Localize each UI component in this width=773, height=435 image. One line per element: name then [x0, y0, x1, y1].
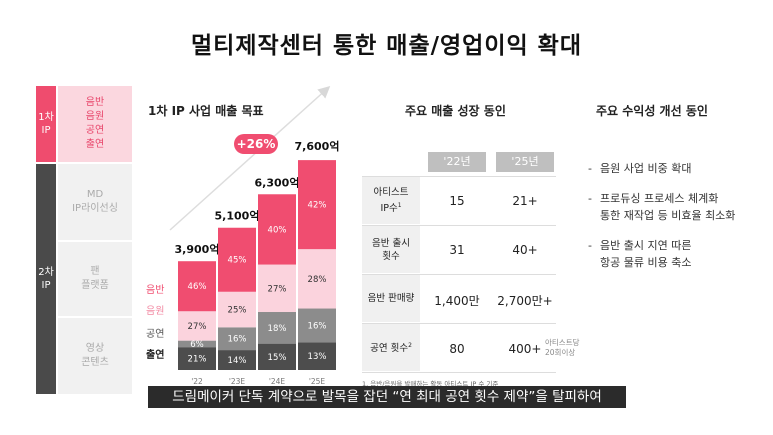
cell-album-releases-25: 40+: [512, 243, 538, 257]
profit-bullet: -: [588, 162, 592, 175]
row-label-artist-ip: 아티스트 IP수1: [362, 177, 420, 224]
ip2-item-md: MD IP라이선싱: [58, 164, 132, 240]
bar-segment: [258, 343, 296, 370]
growth-heading: 주요 매출 성장 동인: [405, 104, 506, 118]
legend-item-appearance: 출연: [146, 350, 165, 361]
bar-value-label: 13%: [308, 352, 327, 362]
legend-item-music: 음원: [146, 306, 165, 317]
bar-segment: [258, 264, 296, 313]
chart-title: 1차 IP 사업 매출 목표: [148, 104, 264, 118]
bar-total-label: 3,900억: [175, 243, 220, 256]
profit-heading: 주요 수익성 개선 동인: [596, 104, 708, 118]
bar-segment: [218, 327, 256, 351]
bar-value-label: 21%: [188, 355, 207, 365]
table-divider: [362, 372, 556, 373]
bar-value-label: 16%: [308, 321, 327, 331]
bar-value-label: 28%: [308, 275, 327, 285]
bar-segment: [218, 291, 256, 328]
bar-value-label: 27%: [268, 284, 287, 294]
bar-value-label: 25%: [228, 306, 247, 316]
cell-concerts-25: 400+: [508, 342, 542, 356]
table-divider: [362, 225, 556, 226]
bar-value-label: 6%: [190, 340, 204, 350]
page-title: 멀티제작센터 통한 매출/영업이익 확대: [191, 33, 582, 59]
bar-segment: [298, 342, 336, 370]
x-tick-label: '25E: [309, 377, 326, 386]
bar-segment: [178, 347, 216, 370]
row-label-concerts: 공연 횟수2: [362, 324, 420, 371]
bar-value-label: 45%: [228, 256, 247, 266]
bar-segment: [178, 340, 216, 348]
bar-value-label: 27%: [188, 322, 207, 332]
bar-total-label: 6,300억: [255, 176, 300, 189]
profit-bullet-text: 음원 사업 비중 확대: [600, 162, 692, 175]
profit-bullet: -: [588, 192, 592, 205]
profit-bullet: -: [588, 239, 592, 252]
bar-segment: [258, 194, 296, 265]
cell-album-releases-22: 31: [449, 243, 465, 257]
concerts-note: 아티스트당 20회이상: [545, 338, 580, 357]
x-tick-label: '24E: [269, 377, 286, 386]
profit-bullet-text: 음반 출시 지연 따른 항공 물류 비용 축소: [600, 239, 692, 269]
ip1-label: 1차 IP: [36, 86, 56, 162]
cell-concerts-22: 80: [449, 342, 465, 356]
bar-segment: [298, 308, 336, 343]
x-tick-label: '22: [191, 377, 203, 386]
col-header-25: '25년: [496, 152, 554, 172]
bar-segment: [298, 249, 336, 309]
bar-value-label: 15%: [268, 353, 287, 363]
ip2-label: 2차 IP: [36, 164, 56, 394]
bar-segment: [178, 261, 216, 312]
revenue-chart: 21% 6% 27% 46% 3,900억 '22 14% 16% 25% 45% 5,100억 '2…: [169, 85, 340, 386]
cell-album-sales-22: 1,400만: [434, 294, 480, 308]
bar-value-label: 46%: [188, 282, 207, 292]
growth-badge: +26%: [234, 134, 278, 154]
video-subtitle: 드림메이커 단독 계약으로 발목을 잡던 “연 최대 공연 횟수 제약”을 탈피…: [148, 386, 626, 408]
bar-value-label: 14%: [228, 356, 247, 366]
bar-value-label: 42%: [308, 201, 327, 211]
bar-segment: [218, 227, 256, 292]
ip2-item-fan: 팬 플랫폼: [58, 242, 132, 316]
legend-item-album: 음반: [146, 285, 165, 296]
table-divider: [362, 274, 556, 275]
ip2-item-video: 영상 콘텐츠: [58, 318, 132, 394]
profit-bullet-text: 프로듀싱 프로세스 체계화 통한 재작업 등 비효율 최소화: [600, 192, 736, 222]
bar-segment: [258, 312, 296, 344]
col-header-22: '22년: [428, 152, 486, 172]
table-divider: [362, 176, 556, 177]
bar-segment: [178, 311, 216, 341]
x-tick-label: '23E: [229, 377, 246, 386]
table-footnote: 1. 음반/음원을 발매하는 활동 아티스트 IP 수 기준: [362, 380, 499, 388]
ip1-items: 음반 음원 공연 출연: [58, 86, 132, 162]
bar-value-label: 16%: [228, 335, 247, 345]
bar-segment: [218, 350, 256, 370]
bar-total-label: 5,100억: [215, 210, 260, 223]
cell-album-sales-25: 2,700만+: [497, 294, 553, 308]
row-label-album-sales: 음반 판매량: [362, 275, 420, 322]
row-label-album-releases: 음반 출시 횟수: [362, 226, 420, 273]
bar-segment: [298, 160, 336, 250]
table-divider: [362, 323, 556, 324]
cell-artist-ip-22: 15: [449, 194, 465, 208]
bar-value-label: 40%: [268, 225, 287, 235]
bar-value-label: 18%: [268, 324, 287, 334]
growth-arrow: [169, 85, 331, 231]
bar-total-label: 7,600억: [295, 140, 340, 153]
cell-artist-ip-25: 21+: [512, 194, 538, 208]
legend-item-concert: 공연: [146, 329, 165, 340]
